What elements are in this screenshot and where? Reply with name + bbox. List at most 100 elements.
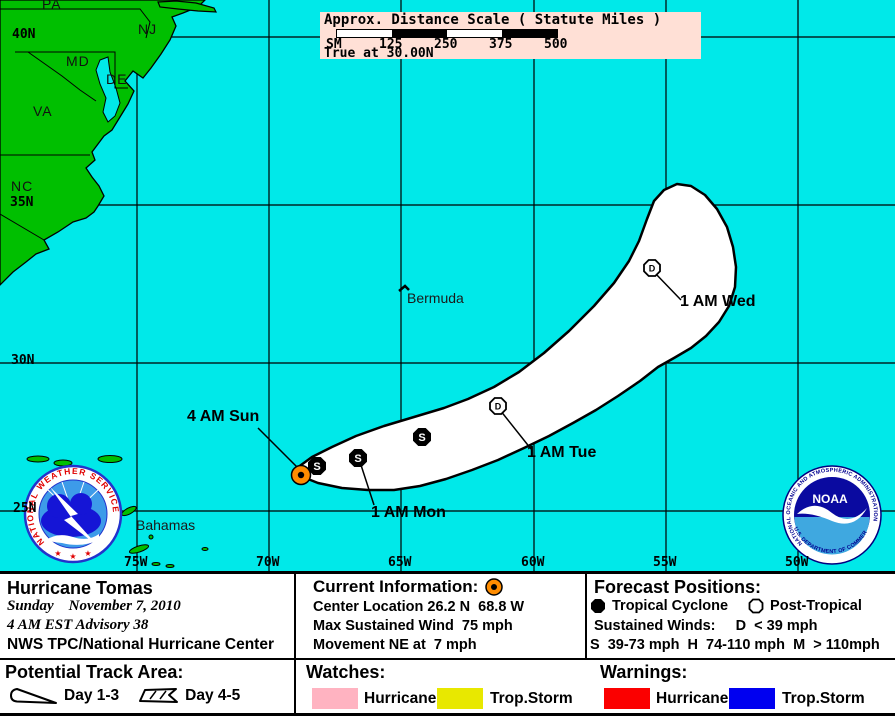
divider bbox=[294, 660, 296, 713]
track-label-mon: 1 AM Mon bbox=[371, 504, 446, 521]
cone-day4-5-icon bbox=[139, 688, 179, 703]
bahamas-islands bbox=[26, 455, 209, 568]
scale-tick: 250 bbox=[434, 37, 458, 52]
wind-scale-line: S 39-73 mph H 74-110 mph M > 110mph bbox=[590, 637, 880, 653]
svg-text:D: D bbox=[649, 264, 656, 274]
forecast-positions-heading: Forecast Positions: bbox=[594, 577, 762, 597]
svg-text:★: ★ bbox=[69, 552, 76, 561]
hurricane-watch-swatch bbox=[312, 688, 358, 709]
divider bbox=[585, 574, 587, 658]
place-label-bahamas: Bahamas bbox=[136, 517, 196, 533]
scale-unit: SM bbox=[326, 37, 342, 52]
long-island bbox=[157, 0, 217, 13]
sustained-winds-line: Sustained Winds: D < 39 mph bbox=[594, 618, 818, 634]
chesapeake-bay bbox=[95, 56, 121, 123]
lon-label-50w: 50W bbox=[785, 555, 809, 570]
svg-text:S: S bbox=[354, 453, 361, 465]
hurricane-warning-swatch bbox=[604, 688, 650, 709]
lat-label-35n: 35N bbox=[10, 195, 34, 210]
current-position-legend-icon bbox=[485, 578, 504, 596]
cone-day1-3-icon bbox=[10, 688, 57, 704]
scale-bar bbox=[336, 29, 558, 38]
svg-text:★: ★ bbox=[54, 549, 61, 558]
current-info-heading: Current Information: bbox=[313, 577, 479, 596]
forecast-point-72h[interactable]: D bbox=[643, 259, 661, 277]
forecast-point-36h[interactable]: S bbox=[413, 428, 431, 446]
lightning-bolt-icon bbox=[50, 487, 98, 546]
tropical-cyclone-icon bbox=[591, 599, 605, 613]
scale-title: Approx. Distance Scale ( Statute Miles ) bbox=[324, 12, 662, 28]
scale-note: True at 30.00N bbox=[324, 46, 434, 61]
trop-storm-warning-label: Trop.Storm bbox=[782, 690, 865, 707]
current-position-symbol[interactable] bbox=[290, 464, 312, 486]
lat-label-30n: 30N bbox=[11, 353, 35, 368]
lon-label-55w: 55W bbox=[653, 555, 677, 570]
lon-label-60w: 60W bbox=[521, 555, 545, 570]
seagull-icon bbox=[797, 505, 867, 524]
forecast-legend-row: Tropical Cyclone Post-Tropical bbox=[590, 598, 862, 614]
track-area-legend-row: Day 1-3 Day 4-5 bbox=[8, 686, 240, 706]
post-tropical-icon bbox=[748, 598, 764, 614]
trop-storm-warning-swatch bbox=[729, 688, 775, 709]
state-label-nj: NJ bbox=[138, 21, 158, 37]
tropical-cyclone-label: Tropical Cyclone bbox=[612, 598, 729, 614]
forecast-point-24h[interactable]: S bbox=[349, 449, 367, 467]
svg-text:S: S bbox=[418, 432, 425, 444]
trop-storm-watch-label: Trop.Storm bbox=[490, 690, 573, 707]
watches-heading: Watches: bbox=[306, 662, 386, 682]
nws-logo: NATIONAL WEATHER SERVICE ★ ★ ★ bbox=[23, 464, 123, 564]
current-location: Center Location 26.2 N 68.8 W bbox=[313, 599, 525, 615]
storm-name: Hurricane Tomas bbox=[7, 578, 153, 598]
day1-3-label: Day 1-3 bbox=[64, 687, 120, 704]
place-label-bermuda: Bermuda bbox=[407, 290, 464, 306]
state-borders bbox=[0, 8, 151, 241]
lat-label-25n: 25N bbox=[13, 501, 37, 516]
divider bbox=[0, 658, 895, 660]
lon-label-70w: 70W bbox=[256, 555, 280, 570]
scale-tick: 125 bbox=[379, 37, 403, 52]
lon-label-65w: 65W bbox=[388, 555, 412, 570]
svg-text:D: D bbox=[495, 402, 502, 412]
lon-label-75w: 75W bbox=[124, 555, 148, 570]
forecast-cone-day1-3 bbox=[295, 182, 738, 492]
state-label-nc: NC bbox=[11, 178, 34, 194]
warnings-heading: Warnings: bbox=[600, 662, 688, 682]
info-panel: Hurricane Tomas Sunday November 7, 2010 … bbox=[0, 571, 895, 716]
bottom-border bbox=[0, 713, 895, 716]
bermuda-island bbox=[398, 284, 410, 292]
track-label-current: 4 AM Sun bbox=[187, 408, 260, 425]
hurricane-watch-label: Hurricane bbox=[364, 690, 437, 707]
scale-numbers: SM 125 250 375 500 bbox=[320, 37, 701, 52]
trop-storm-watch-swatch bbox=[437, 688, 483, 709]
storm-agency: NWS TPC/National Hurricane Center bbox=[7, 636, 274, 653]
state-label-md: MD bbox=[66, 53, 90, 69]
divider bbox=[294, 574, 296, 658]
forecast-point-48h[interactable]: D bbox=[489, 397, 507, 415]
track-label-tue: 1 AM Tue bbox=[527, 444, 597, 461]
label-leader-lines bbox=[257, 271, 682, 506]
track-label-wed: 1 AM Wed bbox=[680, 293, 756, 310]
forecast-point-12h[interactable]: S bbox=[308, 457, 326, 475]
map-canvas: S S S D D bbox=[0, 0, 895, 574]
lat-label-40n: 40N bbox=[12, 27, 36, 42]
land-us-east-coast bbox=[0, 0, 217, 286]
current-wind: Max Sustained Wind 75 mph bbox=[313, 618, 513, 634]
post-tropical-label: Post-Tropical bbox=[770, 598, 862, 614]
nws-ring-stars: ★ ★ ★ bbox=[54, 549, 91, 561]
svg-text:NOAA: NOAA bbox=[812, 492, 848, 506]
storm-date: Sunday November 7, 2010 bbox=[7, 598, 181, 614]
day4-5-label: Day 4-5 bbox=[185, 687, 241, 704]
graticule bbox=[0, 0, 895, 574]
storm-advisory: 4 AM EST Advisory 38 bbox=[7, 617, 149, 633]
track-map: S S S D D bbox=[0, 0, 895, 574]
current-info-heading-row: Current Information: bbox=[313, 577, 504, 597]
distance-scale-box: Approx. Distance Scale ( Statute Miles )… bbox=[320, 12, 701, 61]
state-label-va: VA bbox=[33, 103, 53, 119]
svg-text:S: S bbox=[313, 461, 320, 473]
potential-track-heading: Potential Track Area: bbox=[5, 662, 184, 682]
scale-tick: 375 bbox=[489, 37, 513, 52]
hurricane-warning-label: Hurricane bbox=[656, 690, 729, 707]
svg-text:★: ★ bbox=[84, 549, 91, 558]
state-label-pa: PA bbox=[42, 0, 62, 12]
